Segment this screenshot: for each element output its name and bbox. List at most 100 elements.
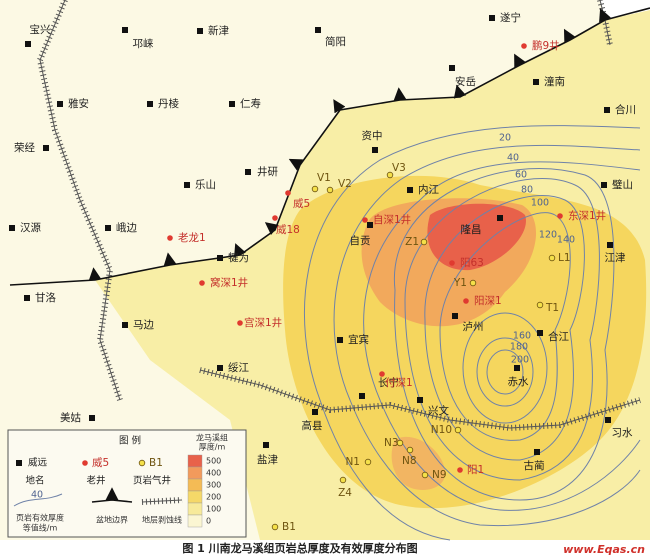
gas-well-label: V3 — [392, 162, 406, 174]
city-marker — [122, 27, 128, 33]
city-label: 合川 — [615, 103, 636, 116]
city-marker — [534, 449, 540, 455]
city-label: 泸州 — [463, 321, 484, 333]
city-label: 马边 — [133, 319, 154, 331]
legend-scale-label: 400 — [206, 469, 221, 478]
city-label: 长宁 — [378, 376, 399, 389]
city-label: 峨边 — [116, 222, 137, 234]
city-marker — [43, 145, 49, 151]
old-well-label: 付深1 — [385, 376, 413, 389]
gas-well-label: Y1 — [453, 277, 467, 289]
legend-color-swatch — [187, 466, 203, 480]
gas-well-label: Z4 — [338, 487, 352, 499]
legend-thickness-title: 厚度/m — [199, 442, 226, 452]
old-well-marker — [199, 280, 205, 286]
city-marker — [263, 442, 269, 448]
old-well-label: 宫深1井 — [244, 316, 282, 329]
city-marker — [407, 187, 413, 193]
city-marker — [122, 322, 128, 328]
legend-boundary-label: 盆地边界 — [96, 515, 128, 525]
city-label: 乐山 — [195, 179, 216, 191]
legend-contour-value: 40 — [31, 490, 43, 501]
legend-contour-label: 等值线/m — [23, 523, 58, 533]
city-marker — [367, 222, 373, 228]
city-label: 新津 — [208, 24, 229, 37]
old-well-marker — [557, 213, 563, 219]
city-marker — [607, 242, 613, 248]
city-marker — [372, 147, 378, 153]
erosion-line — [199, 367, 641, 432]
city-marker — [312, 409, 318, 415]
legend-color-swatch — [187, 490, 203, 504]
city-label: 江津 — [605, 252, 626, 264]
gas-well-marker — [386, 171, 394, 179]
old-well-label: 阳63 — [460, 257, 484, 269]
legend-color-swatch — [187, 478, 203, 492]
old-well-marker — [463, 298, 469, 304]
legend-city-sample: 威远 — [28, 457, 48, 469]
legend-scale-label: 500 — [206, 457, 221, 466]
gas-well-marker — [536, 301, 544, 309]
old-well-marker — [167, 235, 173, 241]
city-label: 甘洛 — [35, 291, 56, 304]
watermark: www.Eqas.cn — [563, 543, 645, 556]
city-label: 自贡 — [350, 234, 371, 247]
legend-gas-marker — [138, 459, 146, 467]
gas-well-marker — [311, 185, 319, 193]
legend-color-swatch — [187, 454, 203, 468]
contour-label: 200 — [511, 355, 529, 366]
city-marker — [197, 28, 203, 34]
city-label: 遂宁 — [500, 11, 521, 24]
city-label: 安岳 — [455, 75, 476, 88]
city-label: 内江 — [418, 183, 439, 196]
old-well-label: 威18 — [276, 223, 300, 236]
city-label: 古蔺 — [524, 459, 545, 472]
contour-line — [476, 337, 534, 407]
city-marker — [497, 215, 503, 221]
city-label: 赤水 — [508, 376, 529, 388]
old-well-label: 自深1井 — [373, 213, 411, 226]
gas-well-label: N8 — [402, 455, 417, 467]
contour-line — [486, 349, 524, 395]
gas-well-marker — [454, 426, 462, 434]
legend-contour-label: 页岩有效厚度 — [16, 513, 64, 523]
gas-well-marker — [326, 186, 334, 194]
gas-well-marker — [396, 439, 404, 447]
city-label: 绥江 — [228, 362, 249, 374]
gas-well-label: B1 — [282, 521, 296, 533]
legend-scale-label: 300 — [206, 481, 221, 490]
city-marker — [217, 255, 223, 261]
city-marker — [452, 313, 458, 319]
legend-contour-sample — [13, 493, 63, 507]
gas-well-label: Z1 — [405, 236, 419, 248]
city-label: 犍为 — [228, 252, 249, 264]
gas-well-marker — [469, 279, 477, 287]
old-well-marker — [379, 371, 385, 377]
city-label: 宜宾 — [348, 333, 369, 346]
gas-well-marker — [421, 471, 429, 479]
gas-well-marker — [364, 458, 372, 466]
legend-erosion-label: 地层剥蚀线 — [142, 515, 182, 525]
basin-boundary — [9, 7, 650, 286]
city-marker — [229, 101, 235, 107]
legend-scale-label: 0 — [206, 517, 211, 526]
gas-well-label: T1 — [545, 302, 559, 314]
city-label: 丹棱 — [158, 97, 179, 110]
city-label: 邛崃 — [133, 38, 154, 50]
city-marker — [337, 337, 343, 343]
city-marker — [147, 101, 153, 107]
city-marker — [25, 41, 31, 47]
legend-gas-label: 页岩气井 — [133, 475, 171, 487]
contour-label: 60 — [515, 170, 527, 181]
legend-erosion-sample — [141, 497, 183, 505]
city-marker — [489, 15, 495, 21]
city-label: 兴文 — [428, 404, 449, 417]
contour-line — [462, 312, 548, 424]
contour-label: 140 — [557, 235, 575, 246]
legend-box — [7, 429, 247, 538]
gas-well-label: N1 — [345, 456, 360, 468]
gas-well-marker — [271, 523, 279, 531]
city-marker — [359, 393, 365, 399]
old-well-marker — [521, 43, 527, 49]
